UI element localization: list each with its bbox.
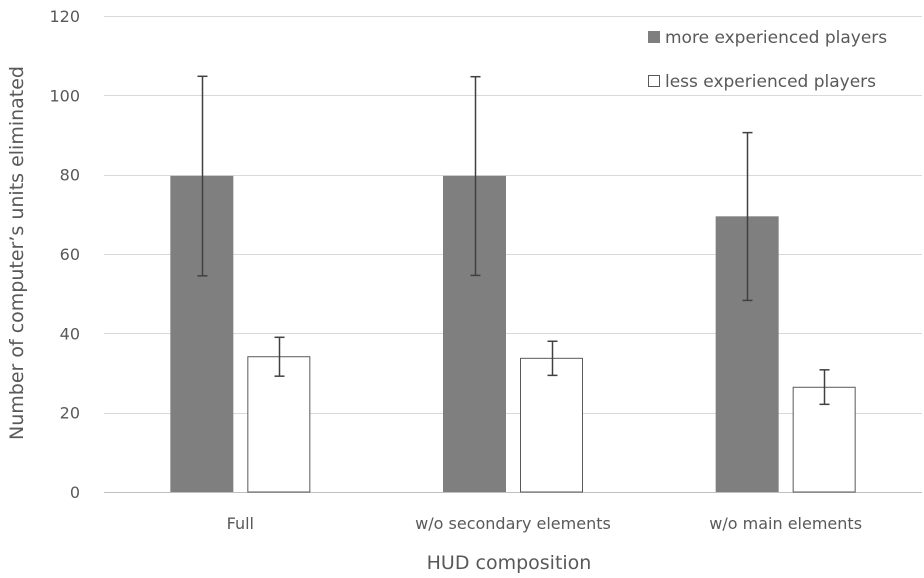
x-tick-labels: Full w/o secondary elements w/o main eleme… xyxy=(227,514,862,533)
y-tick-labels: 0 20 40 60 80 100 120 xyxy=(49,7,80,502)
error-bar xyxy=(197,75,208,277)
gridlines xyxy=(104,16,922,493)
error-bars xyxy=(197,75,830,406)
y-tick-label: 100 xyxy=(49,86,80,105)
x-tick-label: Full xyxy=(227,514,254,533)
y-tick-label: 120 xyxy=(49,7,80,26)
y-tick-label: 80 xyxy=(60,166,80,185)
legend-label-more-experienced: more experienced players xyxy=(665,28,887,48)
error-bar xyxy=(742,131,753,302)
bar-more-experienced xyxy=(443,175,506,492)
y-tick-label: 0 xyxy=(70,483,80,502)
legend-swatch-more-experienced xyxy=(648,31,660,43)
error-bar xyxy=(547,340,558,377)
bar-less-experienced xyxy=(792,386,856,493)
bar-less-experienced xyxy=(520,357,583,493)
x-tick-label: w/o secondary elements xyxy=(415,514,611,533)
legend: more experienced players less experience… xyxy=(648,28,887,92)
legend-label-less-experienced: less experienced players xyxy=(665,72,876,92)
x-axis-title: HUD composition xyxy=(427,552,592,574)
y-tick-label: 40 xyxy=(60,324,80,343)
y-axis-title: Number of computer’s units eliminated xyxy=(6,66,28,440)
legend-swatch-less-experienced xyxy=(648,75,660,87)
bar-less-experienced xyxy=(247,356,311,493)
x-tick-label: w/o main elements xyxy=(709,514,862,533)
y-tick-label: 20 xyxy=(60,404,80,423)
error-bar xyxy=(819,369,830,406)
y-tick-label: 60 xyxy=(60,245,80,264)
error-bar xyxy=(274,336,285,377)
error-bar xyxy=(470,75,481,277)
